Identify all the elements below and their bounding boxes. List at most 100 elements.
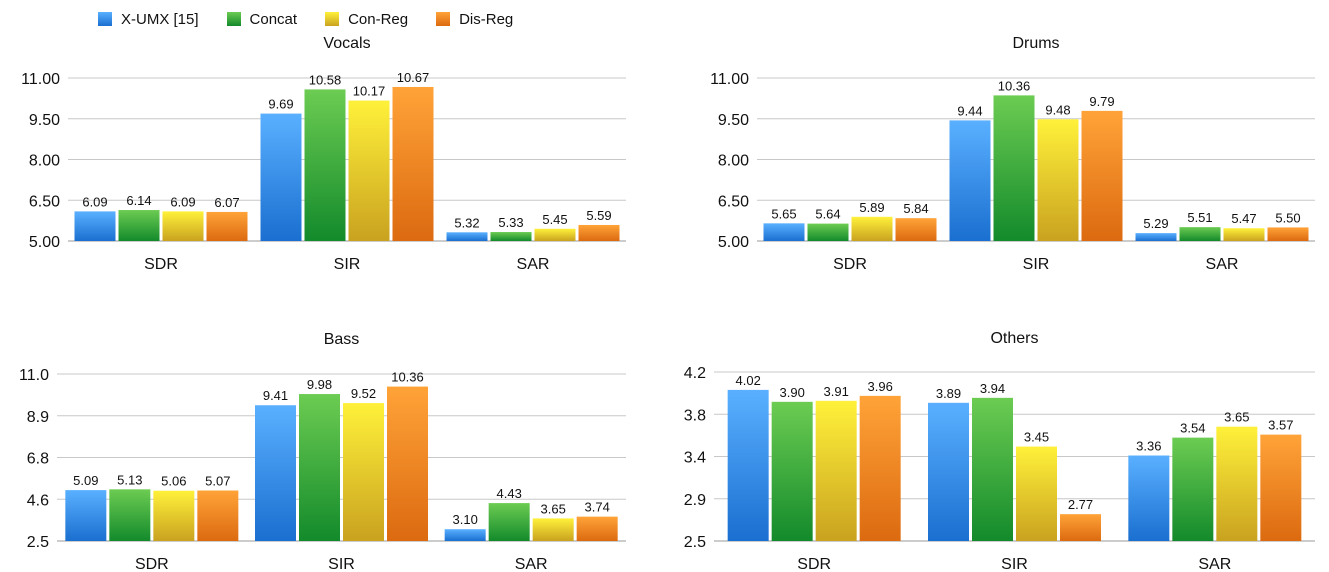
- chart-title-2: Bass: [324, 331, 360, 348]
- y-tick-label-2-2: 6.8: [27, 451, 49, 468]
- chart-title-0: Vocals: [323, 35, 370, 52]
- y-tick-label-2-3: 4.6: [27, 492, 49, 509]
- data-label-1-2-3: 5.50: [1275, 210, 1300, 225]
- y-tick-label-1-2: 8.00: [718, 153, 749, 170]
- legend-label-con-reg: Con-Reg: [348, 10, 409, 28]
- legend: X-UMX [15] Concat Con-Reg Dis-Reg: [98, 8, 541, 30]
- data-label-2-0-1: 5.13: [117, 472, 142, 487]
- bar-2-0-0: [65, 490, 107, 541]
- data-label-0-2-2: 5.45: [542, 212, 567, 227]
- y-tick-label-3-1: 3.8: [684, 407, 706, 424]
- data-label-3-2-0: 3.36: [1136, 439, 1161, 454]
- data-label-3-0-0: 4.02: [736, 373, 761, 388]
- y-tick-label-3-0: 4.2: [684, 365, 706, 382]
- x-category-label-0-1: SIR: [334, 256, 361, 273]
- y-tick-label-0-0: 11.00: [21, 71, 60, 88]
- data-label-3-1-3: 2.77: [1068, 497, 1093, 512]
- bar-3-1-3: [1060, 514, 1101, 541]
- bar-0-0-2: [162, 211, 204, 241]
- bar-0-0-1: [118, 210, 160, 241]
- x-category-label-1-0: SDR: [833, 256, 867, 273]
- legend-item-dis-reg: Dis-Reg: [436, 11, 513, 28]
- bar-2-2-0: [444, 529, 486, 541]
- data-label-1-0-3: 5.84: [903, 201, 928, 216]
- y-tick-label-2-1: 8.9: [27, 409, 49, 426]
- bar-1-1-3: [1081, 110, 1123, 241]
- bar-3-0-2: [815, 400, 857, 541]
- bar-2-0-1: [109, 489, 151, 541]
- data-label-3-1-1: 3.94: [980, 381, 1005, 396]
- bar-0-1-0: [260, 113, 302, 241]
- legend-swatch-con-reg: [325, 12, 340, 26]
- legend-item-x-umx: X-UMX [15]: [98, 11, 199, 28]
- data-label-2-1-0: 9.41: [263, 388, 288, 403]
- data-label-0-2-1: 5.33: [498, 215, 523, 230]
- data-label-2-2-0: 3.10: [453, 512, 478, 527]
- bar-1-0-1: [807, 223, 849, 241]
- bar-1-1-1: [993, 95, 1035, 242]
- data-label-2-0-3: 5.07: [205, 474, 230, 489]
- chart-title-3: Others: [990, 330, 1038, 347]
- y-tick-label-2-4: 2.5: [27, 534, 49, 551]
- bar-2-0-3: [197, 490, 239, 541]
- bar-2-1-0: [255, 405, 296, 541]
- data-label-1-1-0: 9.44: [957, 103, 982, 118]
- bar-3-0-0: [727, 389, 769, 541]
- bar-2-1-3: [387, 386, 428, 541]
- bar-3-0-3: [859, 395, 901, 541]
- data-label-2-2-2: 3.65: [541, 501, 566, 516]
- bar-0-2-3: [578, 224, 620, 241]
- bar-2-2-1: [488, 503, 530, 541]
- y-tick-label-0-4: 5.00: [29, 234, 60, 251]
- x-category-label-1-2: SAR: [1206, 256, 1239, 273]
- data-label-1-1-2: 9.48: [1045, 102, 1070, 117]
- y-tick-label-3-2: 3.4: [684, 450, 706, 467]
- data-label-0-0-3: 6.07: [214, 195, 239, 210]
- bar-3-0-1: [771, 401, 813, 541]
- y-tick-label-2-0: 11.0: [19, 367, 49, 384]
- bar-3-2-3: [1260, 434, 1302, 541]
- data-label-0-1-1: 10.58: [309, 72, 342, 87]
- x-category-label-0-0: SDR: [144, 256, 178, 273]
- data-label-2-1-2: 9.52: [351, 386, 376, 401]
- data-label-0-0-2: 6.09: [170, 194, 195, 209]
- data-label-3-2-1: 3.54: [1180, 421, 1205, 436]
- y-tick-label-0-1: 9.50: [29, 112, 60, 129]
- data-label-2-0-0: 5.09: [73, 473, 98, 488]
- x-category-label-3-0: SDR: [797, 556, 831, 572]
- data-label-2-2-1: 4.43: [497, 486, 522, 501]
- x-category-label-3-1: SIR: [1001, 556, 1028, 572]
- y-tick-label-1-1: 9.50: [718, 112, 749, 129]
- bar-3-2-1: [1172, 437, 1214, 541]
- data-label-1-1-3: 9.79: [1089, 94, 1114, 109]
- bar-3-1-2: [1016, 446, 1057, 541]
- bar-0-2-1: [490, 232, 532, 241]
- data-label-1-0-0: 5.65: [771, 206, 796, 221]
- y-tick-label-1-0: 11.00: [710, 71, 749, 88]
- data-label-1-2-1: 5.51: [1187, 210, 1212, 225]
- data-label-2-1-3: 10.36: [391, 370, 424, 385]
- data-label-2-2-3: 3.74: [585, 500, 610, 515]
- data-label-1-2-2: 5.47: [1231, 211, 1256, 226]
- x-category-label-0-2: SAR: [517, 256, 550, 273]
- data-label-0-2-0: 5.32: [454, 215, 479, 230]
- data-label-3-0-2: 3.91: [824, 384, 849, 399]
- bar-0-1-3: [392, 86, 434, 241]
- data-label-2-1-1: 9.98: [307, 377, 332, 392]
- x-category-label-1-1: SIR: [1023, 256, 1050, 273]
- bar-2-2-3: [576, 516, 618, 541]
- x-category-label-2-2: SAR: [515, 556, 548, 572]
- data-label-0-1-0: 9.69: [268, 97, 293, 112]
- x-category-label-2-1: SIR: [328, 556, 355, 572]
- bar-2-2-2: [532, 518, 574, 541]
- y-tick-label-0-2: 8.00: [29, 153, 60, 170]
- y-tick-label-3-4: 2.5: [684, 534, 706, 551]
- bar-1-0-2: [851, 216, 893, 241]
- bar-3-1-1: [972, 397, 1013, 541]
- legend-swatch-x-umx: [98, 12, 112, 26]
- bar-3-2-0: [1128, 455, 1170, 541]
- legend-item-concat: Concat: [226, 11, 297, 28]
- bar-2-0-2: [153, 490, 195, 541]
- x-category-label-2-0: SDR: [135, 556, 169, 572]
